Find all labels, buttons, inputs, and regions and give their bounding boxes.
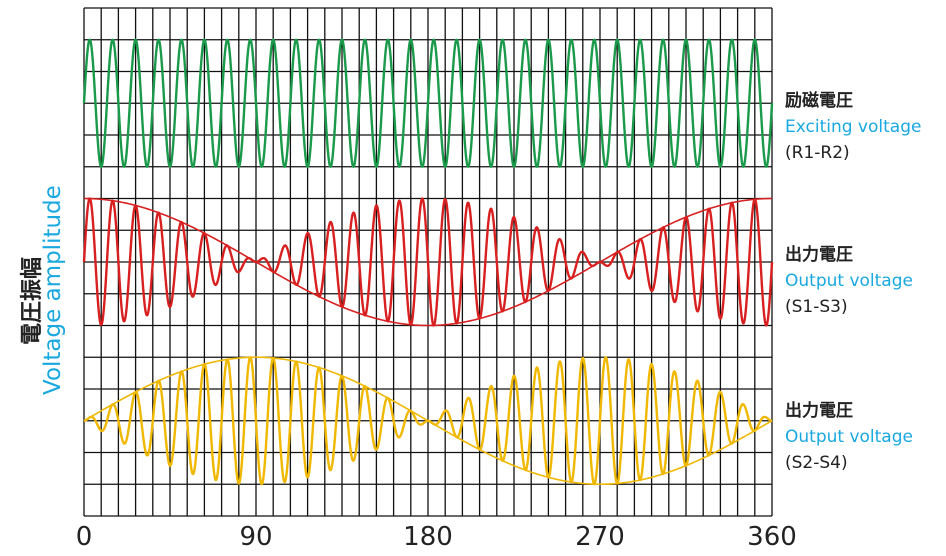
legend-output-s1s3: 出力電圧 Output voltage (S1-S3): [785, 242, 913, 320]
legend-exciting: 励磁電圧 Exciting voltage (R1-R2): [785, 88, 921, 166]
x-tick-90: 90: [239, 522, 273, 552]
legend-exciting-code: (R1-R2): [785, 143, 850, 163]
series-output-s1-s3-envelope: [83, 197, 773, 327]
legend-exciting-en: Exciting voltage: [785, 117, 922, 137]
waveforms: [82, 38, 774, 486]
x-tick-180: 180: [403, 522, 453, 552]
legend-output-s2s4-code: (S2-S4): [785, 453, 848, 473]
legend-output-s2s4-en: Output voltage: [785, 427, 913, 447]
legend-exciting-ja: 励磁電圧: [785, 91, 853, 111]
y-axis-title: 電圧振幅 Voltage amplitude: [10, 150, 70, 410]
legend-output-s2s4: 出力電圧 Output voltage (S2-S4): [785, 398, 913, 476]
y-axis-title-en: Voltage amplitude: [40, 185, 66, 395]
legend-output-s1s3-en: Output voltage: [785, 271, 913, 291]
legend-output-s1s3-ja: 出力電圧: [785, 245, 853, 265]
x-tick-270: 270: [575, 522, 625, 552]
legend-output-s1s3-code: (S1-S3): [785, 297, 848, 317]
x-tick-0: 0: [75, 522, 93, 552]
series-output-s2-s4-envelope: [83, 356, 773, 486]
series-output-s1-s3-wave: [82, 197, 774, 327]
legend-output-s2s4-ja: 出力電圧: [785, 401, 853, 421]
x-tick-360: 360: [747, 522, 797, 552]
series-exciting-voltage-wave: [82, 38, 774, 168]
